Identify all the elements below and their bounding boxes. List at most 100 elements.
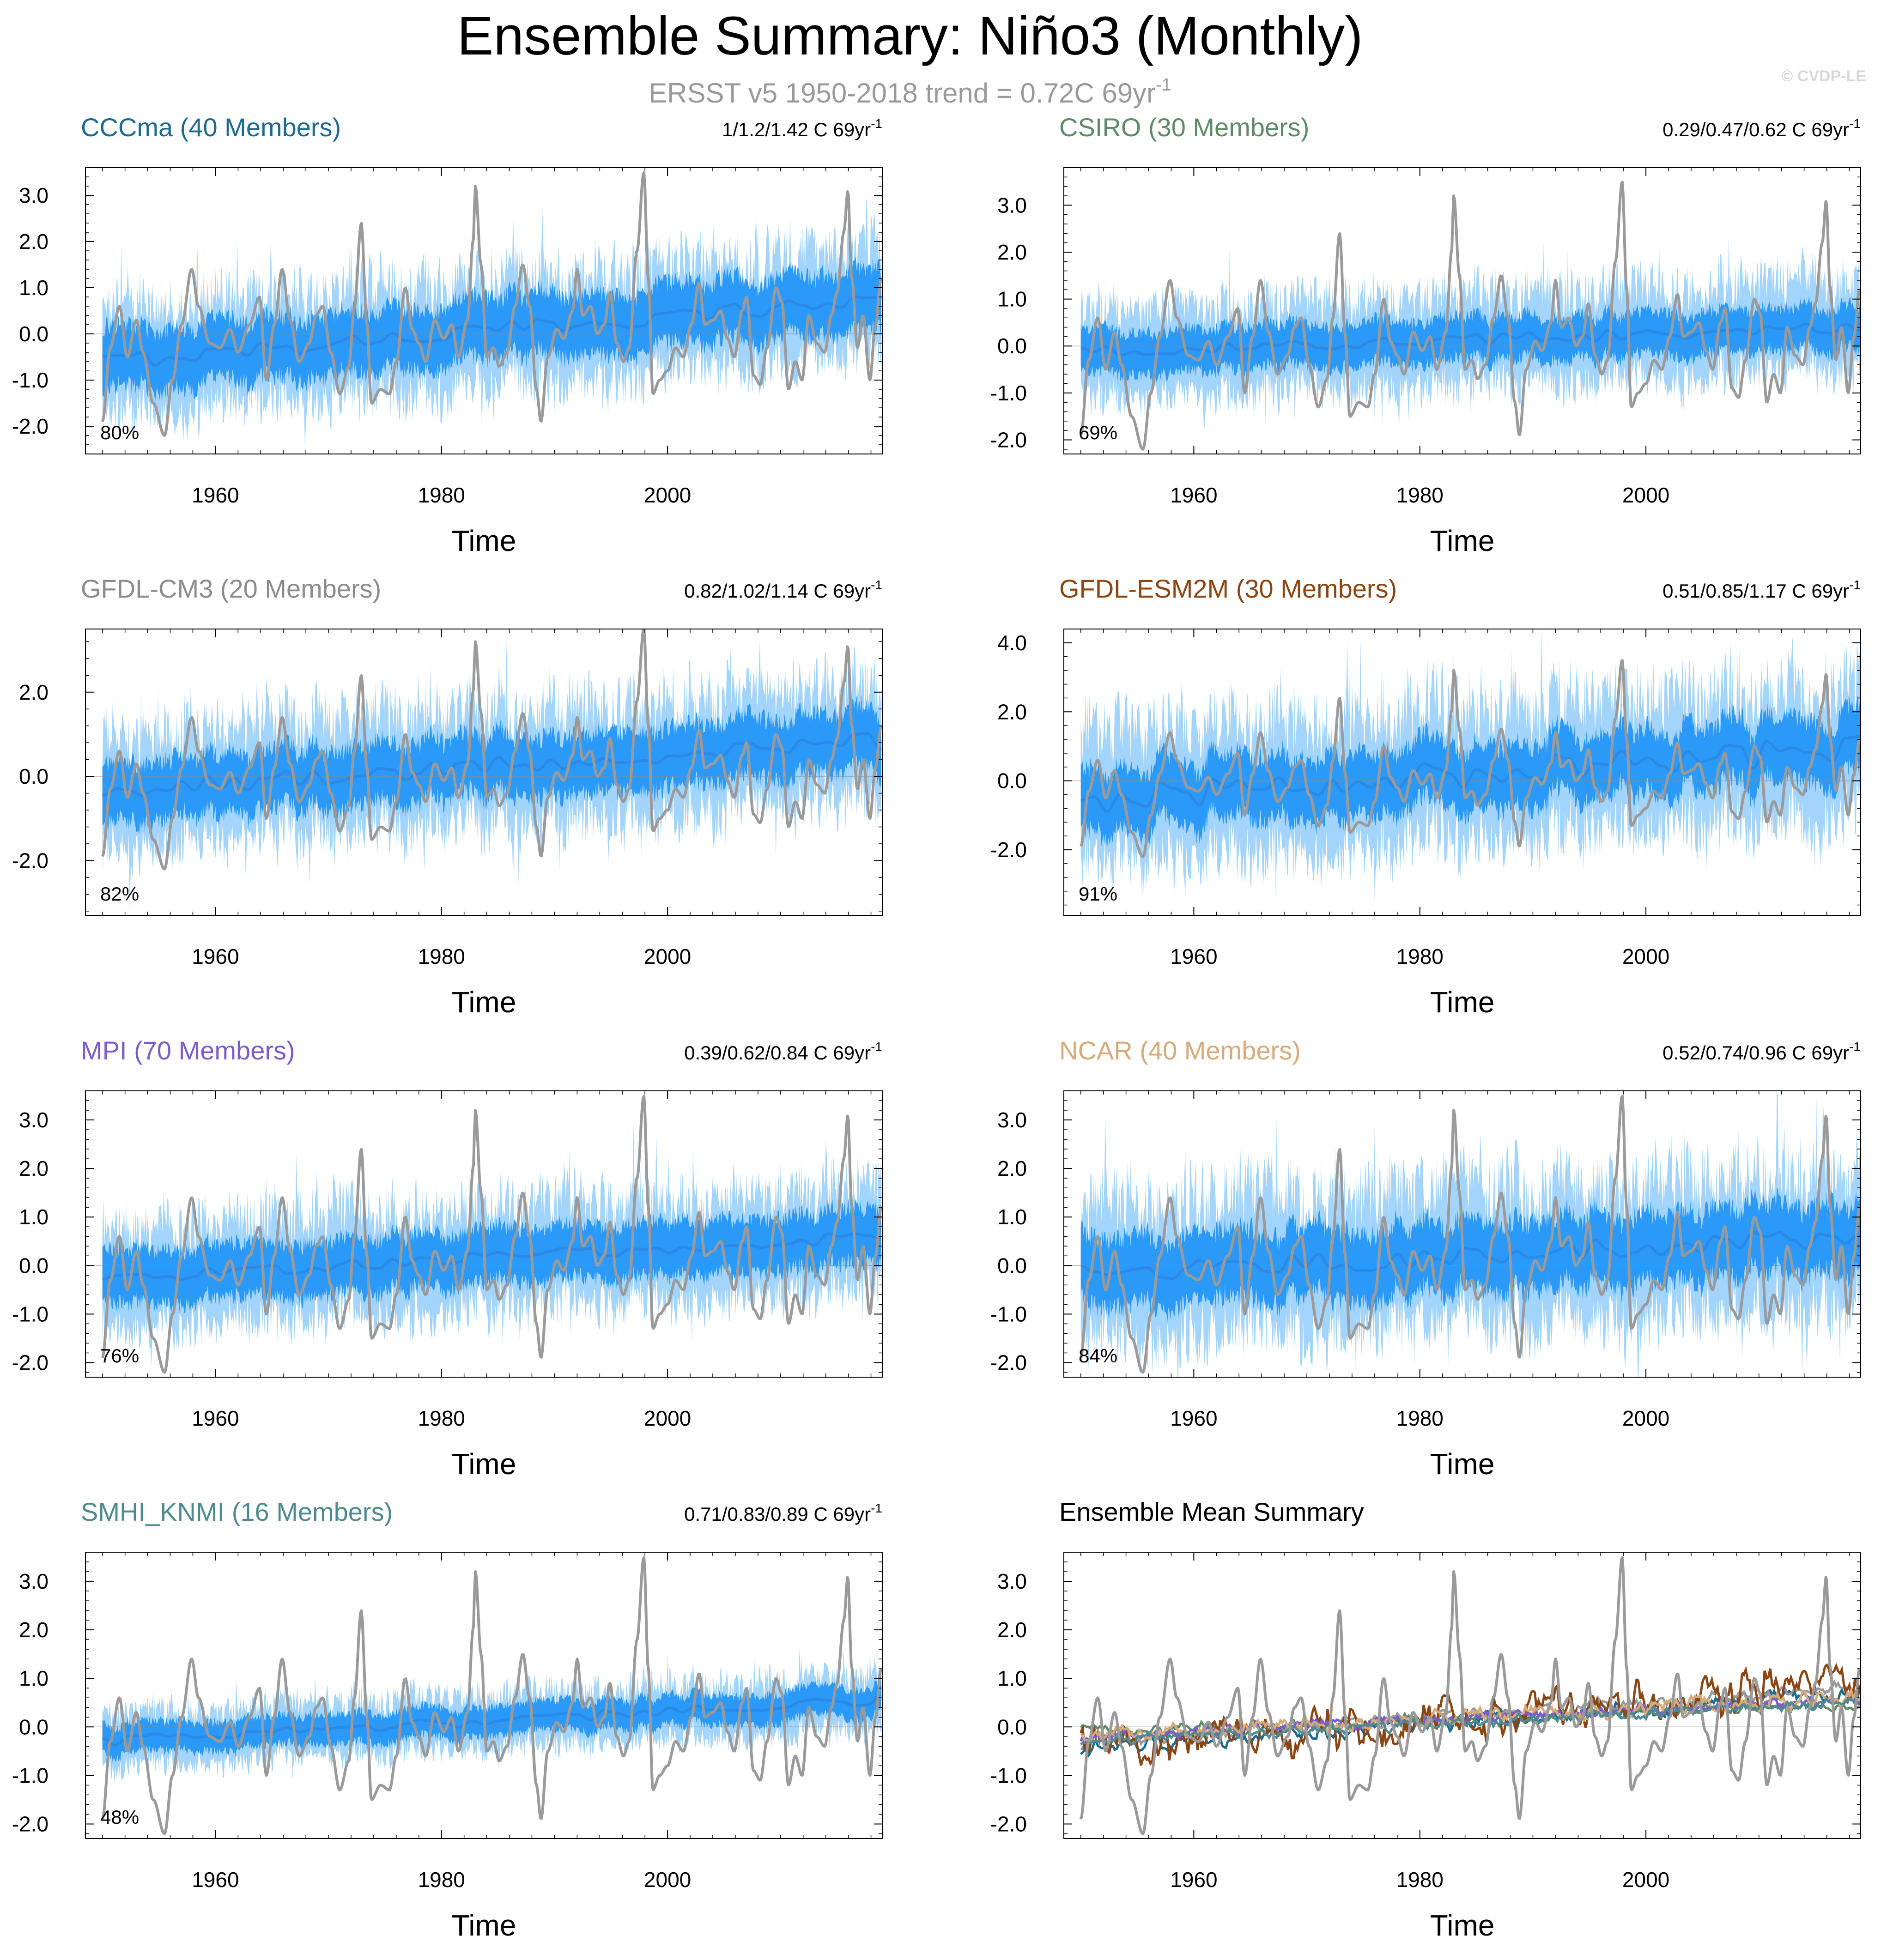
panel-ncar-data xyxy=(1064,1094,1861,1377)
panel-csiro-observed-line xyxy=(1079,181,1861,451)
panel-smhi-knmi-x-tick-label: 2000 xyxy=(644,1868,691,1892)
panel-gfdl-cm3-x-tick-label: 1980 xyxy=(418,944,465,968)
panel-ncar-observed-line xyxy=(1079,1095,1861,1374)
panel-mpi-data xyxy=(85,1095,882,1374)
panel-ensemble-mean-summary-y-tick-label: 0.0 xyxy=(997,1715,1027,1739)
panel-gfdl-esm2m-inner-spread-band xyxy=(1080,695,1860,849)
panel-cccma-title: CCCma (40 Members) xyxy=(81,113,341,142)
panel-gfdl-esm2m-y-tick-label: 4.0 xyxy=(997,631,1027,655)
panel-cccma-x-tick-label: 1980 xyxy=(418,483,465,507)
panel-ncar-trend-exponent: -1 xyxy=(1849,1040,1861,1054)
panel-gfdl-cm3-trend-label: 0.82/1.02/1.14 C 69yr-1 xyxy=(684,578,882,602)
panel-cccma-x-tick-label: 2000 xyxy=(644,483,691,507)
panel-csiro-x-tick-label: 2000 xyxy=(1622,483,1669,507)
panel-ensemble-mean-summary-data xyxy=(1064,1556,1861,1835)
panel-mpi: MPI (70 Members) 0.39/0.62/0.84 C 69yr-1 1… xyxy=(12,1036,883,1481)
panel-gfdl-esm2m-y-tick-label: 0.0 xyxy=(997,769,1027,793)
panel-cccma-observed-line xyxy=(101,171,882,437)
panel-gfdl-esm2m: GFDL-ESM2M (30 Members) 0.51/0.85/1.17 C … xyxy=(990,574,1861,1019)
panel-cccma-percent-label: 80% xyxy=(100,422,139,443)
panel-csiro-title: CSIRO (30 Members) xyxy=(1059,113,1309,142)
panel-smhi-knmi-percent-label: 48% xyxy=(100,1806,139,1828)
panel-csiro-y-tick-label: 1.0 xyxy=(997,287,1027,311)
panel-mpi-x-tick-label: 2000 xyxy=(644,1406,691,1430)
panel-smhi-knmi-y-tick-label: -2.0 xyxy=(12,1812,49,1836)
panel-mpi-y-tick-label: 0.0 xyxy=(19,1253,49,1277)
panel-gfdl-cm3-observed-line xyxy=(101,629,882,871)
panel-smhi-knmi: SMHI_KNMI (16 Members) 0.71/0.83/0.89 C 6… xyxy=(12,1497,883,1942)
panel-cccma-ensemble-mean-line xyxy=(102,295,882,367)
panel-mpi-x-tick-label: 1960 xyxy=(192,1406,239,1430)
panel-csiro-percent-label: 69% xyxy=(1079,422,1117,443)
panel-mpi-observed-line xyxy=(101,1095,882,1374)
panel-gfdl-cm3-trend-exponent: -1 xyxy=(871,578,882,592)
panels-group: CCCma (40 Members) 1/1.2/1.42 C 69yr-1196… xyxy=(12,113,1861,1942)
panel-mpi-frame xyxy=(85,1090,883,1378)
panel-mpi-y-tick-label: -1.0 xyxy=(12,1302,49,1326)
panel-cccma-y-tick-label: 2.0 xyxy=(19,230,49,254)
panel-gfdl-cm3-trend-text: 0.82/1.02/1.14 C 69yr xyxy=(684,580,871,602)
panel-gfdl-esm2m-x-tick-label: 2000 xyxy=(1622,944,1669,968)
panel-csiro: CSIRO (30 Members) 0.29/0.47/0.62 C 69yr-… xyxy=(990,113,1861,557)
panel-csiro-y-tick-label: -1.0 xyxy=(990,381,1027,405)
panel-gfdl-esm2m-y-tick-label: -2.0 xyxy=(990,838,1027,862)
panel-ncar-title: NCAR (40 Members) xyxy=(1059,1036,1301,1065)
panel-csiro-inner-spread-band xyxy=(1080,297,1860,382)
panel-csiro-x-tick-label: 1960 xyxy=(1170,483,1217,507)
panel-gfdl-esm2m-trend-label: 0.51/0.85/1.17 C 69yr-1 xyxy=(1662,578,1861,602)
panel-ncar-y-tick-label: 1.0 xyxy=(997,1205,1027,1229)
panel-mpi-trend-exponent: -1 xyxy=(871,1040,882,1054)
panel-smhi-knmi-y-tick-label: 2.0 xyxy=(19,1618,49,1642)
panel-gfdl-esm2m-x-tick-label: 1980 xyxy=(1396,944,1444,968)
panel-mpi-x-axis-title: Time xyxy=(452,1447,516,1481)
panel-cccma-data xyxy=(85,171,882,449)
panel-mpi-y-tick-label: 3.0 xyxy=(19,1108,49,1132)
panel-smhi-knmi-y-tick-label: 1.0 xyxy=(19,1666,49,1690)
panel-mpi-percent-label: 76% xyxy=(100,1345,139,1367)
panel-cccma-y-tick-label: -1.0 xyxy=(12,368,49,392)
panel-ensemble-mean-summary-y-tick-label: 1.0 xyxy=(997,1666,1027,1690)
panel-csiro-trend-text: 0.29/0.47/0.62 C 69yr xyxy=(1662,119,1849,140)
panel-gfdl-cm3-y-tick-label: 2.0 xyxy=(19,680,49,704)
panel-ensemble-mean-summary-title: Ensemble Mean Summary xyxy=(1059,1497,1364,1526)
panel-cccma-x-tick-label: 1960 xyxy=(192,483,239,507)
panel-mpi-y-tick-label: 1.0 xyxy=(19,1205,49,1229)
panel-ncar-y-tick-label: -2.0 xyxy=(990,1350,1027,1374)
panel-csiro-y-tick-label: 2.0 xyxy=(997,240,1027,264)
panel-gfdl-cm3-x-axis-title: Time xyxy=(452,986,516,1019)
panel-cccma-trend-text: 1/1.2/1.42 C 69yr xyxy=(722,119,871,140)
panel-ncar-y-tick-label: 0.0 xyxy=(997,1253,1027,1277)
panel-cccma-x-axis-title: Time xyxy=(452,524,516,557)
panel-ensemble-mean-summary: Ensemble Mean Summary 1960 1980 2000 -2.0 -1.… xyxy=(990,1497,1861,1942)
panel-ncar-y-tick-label: 3.0 xyxy=(997,1108,1027,1132)
panel-ncar-x-tick-label: 1960 xyxy=(1170,1406,1217,1430)
panel-ncar-frame xyxy=(1063,1090,1861,1378)
panel-smhi-knmi-y-tick-label: 0.0 xyxy=(19,1715,49,1739)
panel-csiro-trend-exponent: -1 xyxy=(1849,116,1861,131)
panel-ensemble-mean-summary-x-tick-label: 1960 xyxy=(1170,1868,1217,1892)
panel-csiro-y-tick-label: 3.0 xyxy=(997,193,1027,217)
panel-cccma-y-tick-label: 1.0 xyxy=(19,276,49,300)
panel-ncar-trend-text: 0.52/0.74/0.96 C 69yr xyxy=(1662,1042,1849,1064)
panel-ncar-y-tick-label: -1.0 xyxy=(990,1302,1027,1326)
panel-mpi-x-tick-label: 1980 xyxy=(418,1406,465,1430)
panel-csiro-ensemble-mean-line xyxy=(1080,322,1860,357)
panel-cccma-trend-exponent: -1 xyxy=(871,116,882,131)
panel-gfdl-cm3-y-tick-label: 0.0 xyxy=(19,764,49,788)
panel-csiro-y-tick-label: 0.0 xyxy=(997,334,1027,358)
panel-mpi-trend-text: 0.39/0.62/0.84 C 69yr xyxy=(684,1042,871,1064)
figure-subtitle-main: ERSST v5 1950-2018 trend = 0.72C 69yr xyxy=(649,78,1156,109)
panel-ncar: NCAR (40 Members) 0.52/0.74/0.96 C 69yr-1… xyxy=(990,1036,1861,1481)
panel-ensemble-mean-summary-y-tick-label: 2.0 xyxy=(997,1618,1027,1642)
panel-csiro-frame xyxy=(1063,167,1861,454)
panel-csiro-trend-label: 0.29/0.47/0.62 C 69yr-1 xyxy=(1662,116,1861,140)
panel-ensemble-mean-summary-frame xyxy=(1063,1552,1861,1839)
panel-smhi-knmi-inner-spread-band xyxy=(102,1677,882,1764)
figure-subtitle: ERSST v5 1950-2018 trend = 0.72C 69yr-1 xyxy=(649,75,1171,109)
panel-ncar-trend-label: 0.52/0.74/0.96 C 69yr-1 xyxy=(1662,1040,1861,1064)
panel-smhi-knmi-trend-text: 0.71/0.83/0.89 C 69yr xyxy=(684,1503,871,1525)
panel-smhi-knmi-y-tick-label: 3.0 xyxy=(19,1569,49,1593)
panel-cccma-trend-label: 1/1.2/1.42 C 69yr-1 xyxy=(722,116,882,140)
panel-ensemble-mean-summary-observed-line xyxy=(1079,1556,1861,1835)
panel-gfdl-esm2m-x-axis-title: Time xyxy=(1430,986,1495,1019)
